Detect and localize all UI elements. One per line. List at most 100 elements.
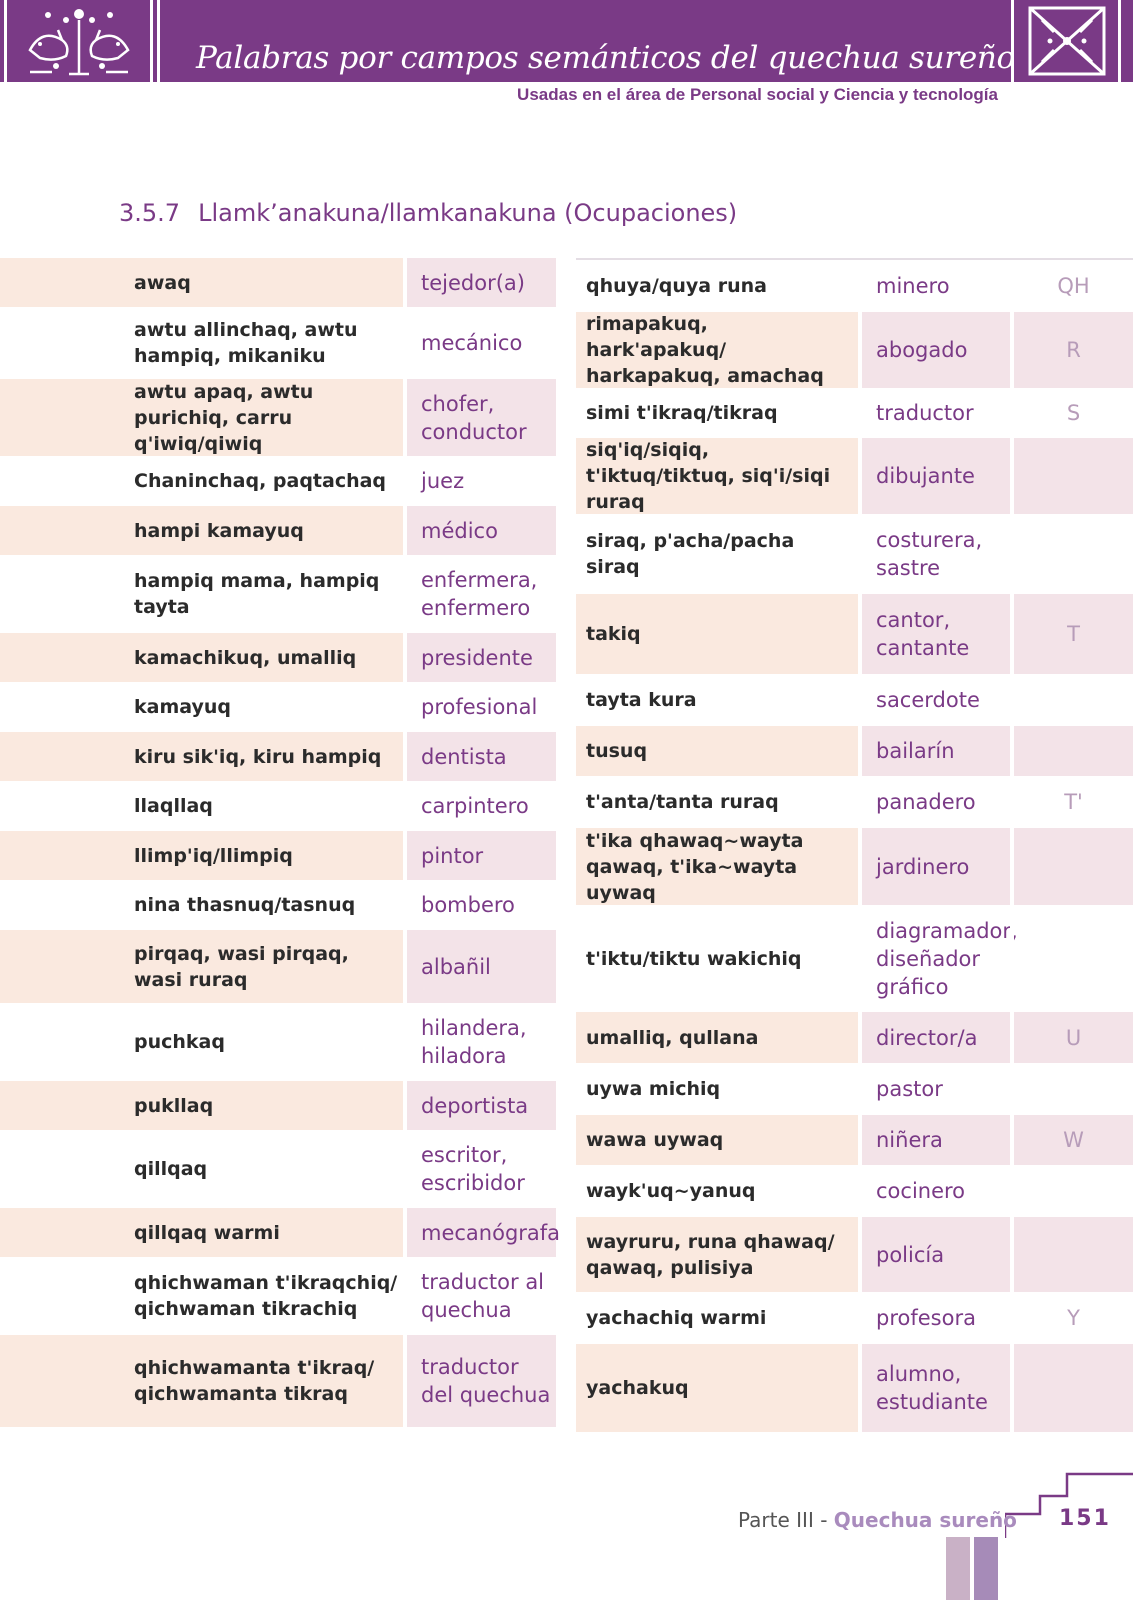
table-row: qhichwaman t'ikraqchiq/ qichwaman tikrac…	[0, 1257, 556, 1335]
row-margin	[0, 1335, 120, 1427]
alphabet-letter: U	[1010, 1012, 1133, 1063]
spanish-term: niñera	[858, 1115, 1010, 1165]
spanish-term: jardinero	[858, 828, 1010, 905]
table-row: rimapakuq, hark'apakuq/ harkapakuq, amac…	[576, 312, 1133, 388]
row-margin	[0, 1257, 120, 1335]
row-margin	[0, 1208, 120, 1257]
quechua-term: tusuq	[586, 740, 648, 762]
alphabet-letter: R	[1010, 312, 1133, 388]
row-margin	[0, 633, 120, 682]
alphabet-letter	[1010, 1217, 1133, 1292]
alphabet-letter	[1010, 674, 1133, 726]
quechua-term: tayta kura	[586, 689, 697, 711]
table-row: wayruru, runa qhawaq/ qawaq, pulisiya po…	[576, 1217, 1133, 1292]
spanish-term: policía	[858, 1217, 1010, 1292]
table-row: hampi kamayuq médico	[0, 506, 556, 555]
spanish-term: escritor, escribidor	[403, 1130, 556, 1208]
table-row: umalliq, qullana director/a U	[576, 1012, 1133, 1063]
spanish-term: deportista	[403, 1081, 556, 1130]
quechua-term: hampi kamayuq	[134, 519, 304, 542]
table-row: awaq tejedor(a)	[0, 258, 556, 307]
quechua-term: rimapakuq, hark'apakuq/ harkapakuq, amac…	[586, 313, 824, 387]
table-row: t'anta/tanta ruraq panadero T'	[576, 776, 1133, 828]
quechua-term: awtu apaq, awtu purichiq, carru q'iwiq/q…	[134, 380, 314, 455]
alphabet-letter: QH	[1010, 260, 1133, 312]
quechua-term: simi t'ikraq/tikraq	[586, 402, 778, 424]
quechua-term: qillqaq warmi	[134, 1221, 280, 1244]
spanish-term: sacerdote	[858, 674, 1010, 726]
row-margin	[0, 930, 120, 1003]
table-row: takiq cantor, cantante T	[576, 594, 1133, 674]
vocabulary-table-left: awaq tejedor(a) awtu allinchaq, awtu ham…	[0, 258, 560, 1427]
quechua-term: llaqllaq	[134, 795, 213, 817]
table-row: pirqaq, wasi pirqaq, wasi ruraq albañil	[0, 930, 556, 1003]
quechua-term: wayruru, runa qhawaq/ qawaq, pulisiya	[586, 1230, 835, 1279]
quechua-term: qhichwamanta t'ikraq/ qichwamanta tikraq	[134, 1357, 375, 1405]
alphabet-letter	[1010, 1063, 1133, 1115]
table-row: siraq, p'acha/pacha siraq costurera, sas…	[576, 514, 1133, 594]
quechua-term: kamachikuq, umalliq	[134, 646, 357, 669]
spanish-term: bailarín	[858, 726, 1010, 776]
quechua-term: nina thasnuq/tasnuq	[134, 894, 356, 916]
quechua-term: siraq, p'acha/pacha siraq	[586, 530, 795, 578]
quechua-term: wawa uywaq	[586, 1129, 724, 1151]
table-row: kiru sik'iq, kiru hampiq dentista	[0, 732, 556, 781]
spanish-term: dentista	[403, 732, 556, 781]
decorative-pattern-logo-icon	[1011, 0, 1133, 82]
quechua-term: pirqaq, wasi pirqaq, wasi ruraq	[134, 942, 349, 991]
spanish-term: cocinero	[858, 1165, 1010, 1217]
quechua-term: pukllaq	[134, 1094, 214, 1117]
spanish-term: juez	[403, 456, 556, 506]
table-row: simi t'ikraq/tikraq traductor S	[576, 388, 1133, 438]
quechua-term: wayk'uq~yanuq	[586, 1180, 756, 1202]
spanish-term: médico	[403, 506, 556, 555]
decorative-stairs-line	[1005, 1472, 1133, 1538]
row-margin	[0, 1130, 120, 1208]
spanish-term: profesora	[858, 1292, 1010, 1344]
row-margin	[0, 880, 120, 930]
table-row: llimp'iq/llimpiq pintor	[0, 831, 556, 880]
quechua-term: takiq	[586, 623, 641, 645]
table-row: wayk'uq~yanuq cocinero	[576, 1165, 1133, 1217]
spanish-term: mecanógrafa	[403, 1208, 560, 1257]
row-margin	[0, 307, 120, 379]
alphabet-letter	[1010, 514, 1133, 594]
spanish-term: director/a	[858, 1012, 1010, 1063]
spanish-term: pintor	[403, 831, 556, 880]
section-title: Llamk’anakuna/llamkanakuna (Ocupaciones)	[198, 199, 738, 227]
page-number: 151	[1059, 1506, 1111, 1531]
header-subtitle: Usadas en el área de Personal social y C…	[517, 85, 998, 104]
alphabet-letter: T	[1010, 594, 1133, 674]
spanish-term: presidente	[403, 633, 556, 682]
spanish-term: cantor, cantante	[858, 594, 1010, 674]
table-row: nina thasnuq/tasnuq bombero	[0, 880, 556, 930]
quechua-term: uywa michiq	[586, 1078, 721, 1100]
table-row: t'iktu/tiktu wakichiq diagramador, diseñ…	[576, 905, 1133, 1012]
table-row: uywa michiq pastor	[576, 1063, 1133, 1115]
table-row: siq'iq/siqiq, t'iktuq/tiktuq, siq'i/siqi…	[576, 438, 1133, 514]
alphabet-letter: W	[1010, 1115, 1133, 1165]
quechua-term: awtu allinchaq, awtu hampiq, mikaniku	[134, 319, 358, 367]
alphabet-letter	[1010, 438, 1133, 514]
table-row: yachakuq alumno, estudiante	[576, 1344, 1133, 1432]
table-row: kamayuq profesional	[0, 682, 556, 732]
spanish-term: chofer, conductor	[403, 379, 556, 456]
quechua-term: qhichwaman t'ikraqchiq/ qichwaman tikrac…	[134, 1272, 398, 1320]
row-margin	[0, 1003, 120, 1081]
table-row: qillqaq warmi mecanógrafa	[0, 1208, 560, 1257]
row-margin	[0, 379, 120, 456]
quechua-term: t'ika qhawaq~wayta qawaq, t'ika~wayta uy…	[586, 829, 804, 904]
section-heading: 3.5.7 Llamk’anakuna/llamkanakuna (Ocupaci…	[119, 199, 737, 227]
quechua-term: awaq	[134, 271, 191, 294]
table-row: yachachiq warmi profesora Y	[576, 1292, 1133, 1344]
alphabet-letter	[1010, 828, 1133, 905]
table-row: qillqaq escritor, escribidor	[0, 1130, 556, 1208]
page-header: Palabras por campos semánticos del quech…	[0, 0, 1133, 82]
decorative-birds-logo-icon	[0, 0, 160, 82]
quechua-term: qhuya/quya runa	[586, 275, 767, 297]
spanish-term: dibujante	[858, 438, 1010, 514]
row-margin	[0, 555, 120, 633]
table-row: kamachikuq, umalliq presidente	[0, 633, 556, 682]
table-row: qhichwamanta t'ikraq/ qichwamanta tikraq…	[0, 1335, 556, 1427]
table-row: pukllaq deportista	[0, 1081, 556, 1130]
